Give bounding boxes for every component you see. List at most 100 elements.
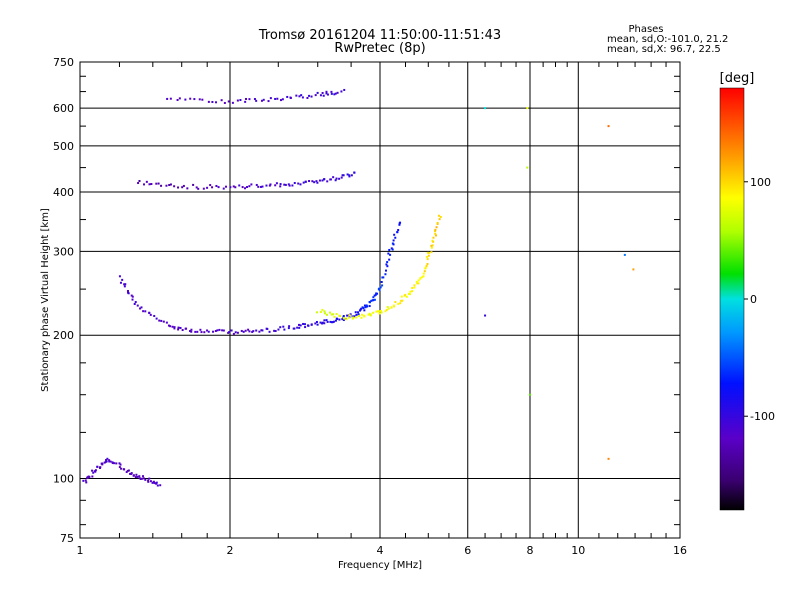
data-point [223,101,226,104]
data-point [400,295,403,298]
data-point [326,320,329,323]
data-point [156,484,159,487]
data-point [284,183,287,186]
data-point [332,176,335,179]
data-point [408,293,411,296]
data-point [88,475,91,478]
data-point [184,98,187,101]
data-point [354,311,357,314]
data-point [351,316,354,319]
data-point [326,93,329,96]
data-point [268,330,271,333]
data-point [328,311,331,314]
data-point [232,332,235,335]
data-point [411,286,414,289]
data-point [355,313,358,316]
data-point [365,304,368,307]
data-point [206,329,209,332]
data-point [241,186,244,189]
data-point [130,472,133,475]
data-point [105,460,108,463]
data-point [242,330,245,333]
data-point [323,319,326,322]
data-point [299,183,302,186]
data-point [120,467,123,470]
data-point [413,286,416,289]
data-point [387,307,390,310]
data-point [384,273,387,276]
data-point [360,316,363,319]
colorbar-tick-label: 0 [750,293,757,306]
data-point [236,331,239,334]
data-point [273,329,276,332]
data-point [386,261,389,264]
data-point [371,299,374,302]
data-point [323,178,326,181]
data-point [261,329,264,332]
data-point [222,187,225,190]
data-point [84,479,87,482]
data-point [372,296,375,299]
phases-mean-x: mean, sd,X: 96.7, 22.5 [607,44,721,55]
data-point [336,91,339,94]
data-point [142,475,145,478]
data-point [165,321,168,324]
data-point [277,328,280,331]
data-point [329,320,332,323]
data-point [217,186,220,189]
colorbar [719,87,745,511]
data-point [392,304,395,307]
data-point [325,319,328,322]
data-point [367,313,370,316]
data-point [338,314,341,317]
data-point [148,477,151,480]
data-point [288,325,291,328]
data-point [136,304,139,307]
data-point [326,180,329,183]
data-point [296,326,299,329]
data-point [131,298,134,301]
data-point [160,184,163,187]
data-point [287,183,290,186]
data-point [85,481,88,484]
data-point [361,313,364,316]
x-tick-label: 16 [673,544,687,557]
data-point [177,326,180,329]
data-point [155,482,158,485]
data-point [244,329,247,332]
data-point [132,474,135,477]
data-point [324,312,327,315]
data-point [289,97,292,100]
data-point [228,331,231,334]
data-point [436,222,439,225]
data-point [370,299,373,302]
data-point [207,100,210,103]
data-point [335,313,338,316]
data-point [303,323,306,326]
data-point [316,91,319,94]
data-point [91,475,94,478]
data-point [197,187,200,190]
data-point [198,98,201,101]
data-point [363,304,366,307]
data-point [269,97,272,100]
data-point [141,477,144,480]
data-point [96,465,99,468]
data-point [379,310,382,313]
data-point [313,181,316,184]
data-point [342,315,345,318]
data-point [434,230,437,233]
data-point [262,98,265,101]
data-point [431,239,434,242]
data-point [322,94,325,97]
data-point [341,174,344,177]
x-tick-label: 1 [77,544,84,557]
tick-labels: 1 2 4 6 8 10 16 75 100 200 300 400 500 600 750 [53,56,687,557]
data-point [375,310,378,313]
data-point [194,330,197,333]
data-point [155,317,158,320]
data-point [244,100,247,103]
data-point [134,476,137,479]
data-point [385,263,388,266]
data-point [123,283,126,286]
